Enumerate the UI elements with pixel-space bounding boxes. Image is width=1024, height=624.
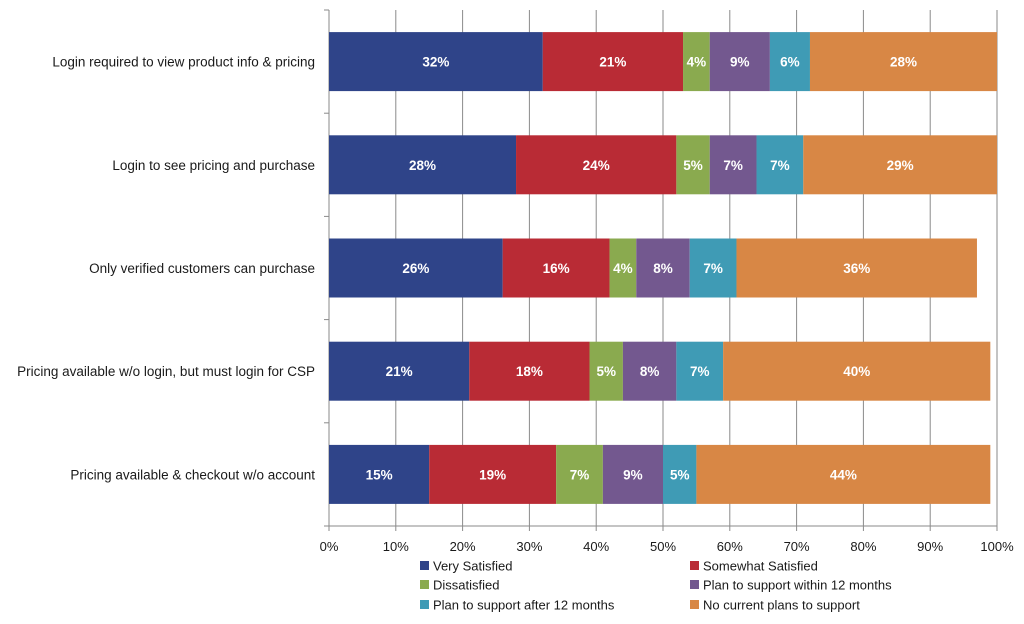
category-label: Pricing available w/o login, but must lo…: [17, 364, 315, 379]
category-label: Only verified customers can purchase: [89, 261, 315, 276]
data-label: 21%: [599, 55, 626, 70]
bar-segment: [589, 341, 623, 401]
bar-segment: [329, 32, 543, 92]
bar-segment: [502, 238, 610, 298]
legend-label: Plan to support after 12 months: [433, 598, 615, 613]
category-label: Login required to view product info & pr…: [52, 55, 315, 70]
bar-segment: [329, 341, 470, 401]
bar-segment: [556, 444, 603, 504]
bar-segment: [803, 135, 997, 195]
x-tick-label: 50%: [650, 539, 676, 554]
bar-segment: [689, 238, 737, 298]
legend-label: Somewhat Satisfied: [703, 559, 818, 574]
category-label: Pricing available & checkout w/o account: [70, 467, 315, 482]
bar-segment: [542, 32, 684, 92]
data-label: 29%: [887, 158, 914, 173]
x-tick-label: 60%: [717, 539, 743, 554]
legend-label: Dissatisfied: [433, 578, 499, 593]
legend-label: Plan to support within 12 months: [703, 578, 892, 593]
bar-segment: [769, 32, 810, 92]
data-label: 7%: [770, 158, 790, 173]
x-tick-label: 20%: [450, 539, 476, 554]
data-label: 16%: [543, 261, 570, 276]
bar-segment: [683, 32, 710, 92]
bar-segment: [622, 341, 677, 401]
data-label: 18%: [516, 364, 543, 379]
legend-label: Very Satisfied: [433, 559, 513, 574]
legend-swatch: [690, 580, 699, 589]
x-tick-labels: 0% 10% 20% 30% 40% 50% 60% 70% 80% 90% 100%: [320, 539, 1014, 554]
legend-swatch: [690, 600, 699, 609]
bar-segment: [723, 341, 991, 401]
bar-segment: [429, 444, 557, 504]
bar-segment: [709, 135, 757, 195]
x-tick-label: 90%: [917, 539, 943, 554]
legend-swatch: [690, 561, 699, 570]
bar-segment: [636, 238, 690, 298]
data-label: 8%: [640, 364, 660, 379]
data-label: 36%: [843, 261, 870, 276]
category-label: Login to see pricing and purchase: [112, 158, 315, 173]
bar-segment: [809, 32, 997, 92]
x-tick-label: 30%: [516, 539, 542, 554]
bar-segment: [329, 238, 503, 298]
data-label: 32%: [422, 55, 449, 70]
data-label: 21%: [386, 364, 413, 379]
data-label: 5%: [683, 158, 703, 173]
data-label: 4%: [613, 261, 633, 276]
bar-segment: [756, 135, 804, 195]
data-label: 5%: [596, 364, 616, 379]
legend-swatch: [420, 600, 429, 609]
data-label: 6%: [780, 55, 800, 70]
bar-segment: [709, 32, 770, 92]
bar-segment: [329, 444, 430, 504]
data-label: 7%: [570, 467, 590, 482]
data-label: 7%: [690, 364, 710, 379]
data-label: 44%: [830, 467, 857, 482]
data-label: 15%: [366, 467, 393, 482]
data-label: 19%: [479, 467, 506, 482]
data-label: 5%: [670, 467, 690, 482]
category-labels: Login required to view product info & pr…: [17, 55, 315, 483]
legend-swatch: [420, 561, 429, 570]
x-tick-label: 40%: [583, 539, 609, 554]
x-tick-label: 70%: [784, 539, 810, 554]
bar-segment: [696, 444, 991, 504]
data-label: 24%: [583, 158, 610, 173]
bar-segment: [516, 135, 677, 195]
data-label: 28%: [409, 158, 436, 173]
data-labels: 32% 21% 4% 9% 6% 28% 28% 24% 5% 7% 7% 29% 26% 16% 4% 8%…: [366, 55, 917, 483]
bars: [329, 32, 997, 504]
bar-segment: [663, 444, 697, 504]
x-tick-label: 0%: [320, 539, 339, 554]
data-label: 4%: [687, 55, 707, 70]
bar-segment: [329, 135, 517, 195]
data-label: 9%: [730, 55, 750, 70]
bar-segment: [676, 135, 710, 195]
data-label: 26%: [402, 261, 429, 276]
bar-segment: [609, 238, 637, 298]
x-tick-label: 100%: [980, 539, 1014, 554]
legend-label: No current plans to support: [703, 598, 860, 613]
bar-segment: [736, 238, 977, 298]
data-label: 8%: [653, 261, 673, 276]
data-label: 28%: [890, 55, 917, 70]
x-tick-label: 80%: [850, 539, 876, 554]
legend: Very Satisfied Somewhat Satisfied Dissatis…: [420, 559, 892, 613]
data-label: 9%: [623, 467, 643, 482]
bar-segment: [676, 341, 724, 401]
data-label: 40%: [843, 364, 870, 379]
data-label: 7%: [703, 261, 723, 276]
bar-segment: [469, 341, 590, 401]
bar-segment: [602, 444, 663, 504]
data-label: 7%: [723, 158, 743, 173]
legend-swatch: [420, 580, 429, 589]
x-tick-label: 10%: [383, 539, 409, 554]
